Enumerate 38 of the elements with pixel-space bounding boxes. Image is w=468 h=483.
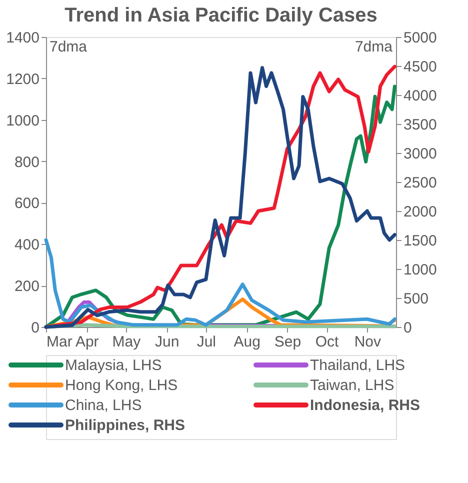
- x-tick-label: Oct: [315, 334, 340, 350]
- legend-label: China, LHS: [65, 397, 142, 414]
- y-tick-label: 0: [31, 320, 40, 336]
- legend-label: Malaysia, LHS: [65, 357, 162, 374]
- y2-tick-label: 1000: [404, 262, 437, 278]
- x-tick-label: Jun: [155, 334, 180, 350]
- legend-label: Thailand, LHS: [310, 357, 406, 374]
- x-tick-label: Aug: [234, 334, 260, 350]
- y-tick-label: 1000: [6, 112, 40, 130]
- y2-tick-label: 1500: [404, 232, 437, 250]
- y-tick-label: 600: [14, 195, 40, 212]
- x-tick-label: Sep: [274, 334, 302, 350]
- y-tick-label: 1200: [6, 70, 40, 88]
- y2-tick-label: 4000: [404, 88, 437, 104]
- y-tick-label: 1400: [6, 30, 40, 46]
- y-tick-label: 400: [14, 236, 40, 254]
- y2-tick-label: 5000: [404, 30, 437, 46]
- legend-label: Hong Kong, LHS: [65, 377, 178, 394]
- x-tick-label: Mar: [46, 334, 72, 350]
- x-tick-label: Jul: [196, 334, 216, 350]
- y-axis-title: 7dma: [50, 38, 88, 56]
- y2-tick-label: 3500: [404, 116, 437, 134]
- x-tick-label: May: [112, 334, 142, 350]
- x-tick-label: Nov: [354, 334, 382, 350]
- y-tick-label: 800: [14, 154, 40, 171]
- y-tick-label: 200: [14, 278, 40, 296]
- y2-tick-label: 0: [404, 320, 412, 336]
- y2-tick-label: 2500: [404, 174, 437, 192]
- y2-tick-label: 500: [404, 290, 429, 308]
- chart-title: Trend in Asia Pacific Daily Cases: [64, 4, 378, 26]
- y2-axis-title: 7dma: [354, 38, 394, 56]
- x-tick-label: Apr: [75, 334, 99, 350]
- y2-tick-label: 2000: [404, 204, 437, 220]
- legend-label: Indonesia, RHS: [310, 397, 420, 414]
- y2-tick-label: 3000: [404, 146, 437, 162]
- legend-label: Taiwan, LHS: [310, 377, 394, 394]
- legend-label: Philippines, RHS: [65, 417, 186, 434]
- y2-tick-label: 4500: [404, 58, 437, 76]
